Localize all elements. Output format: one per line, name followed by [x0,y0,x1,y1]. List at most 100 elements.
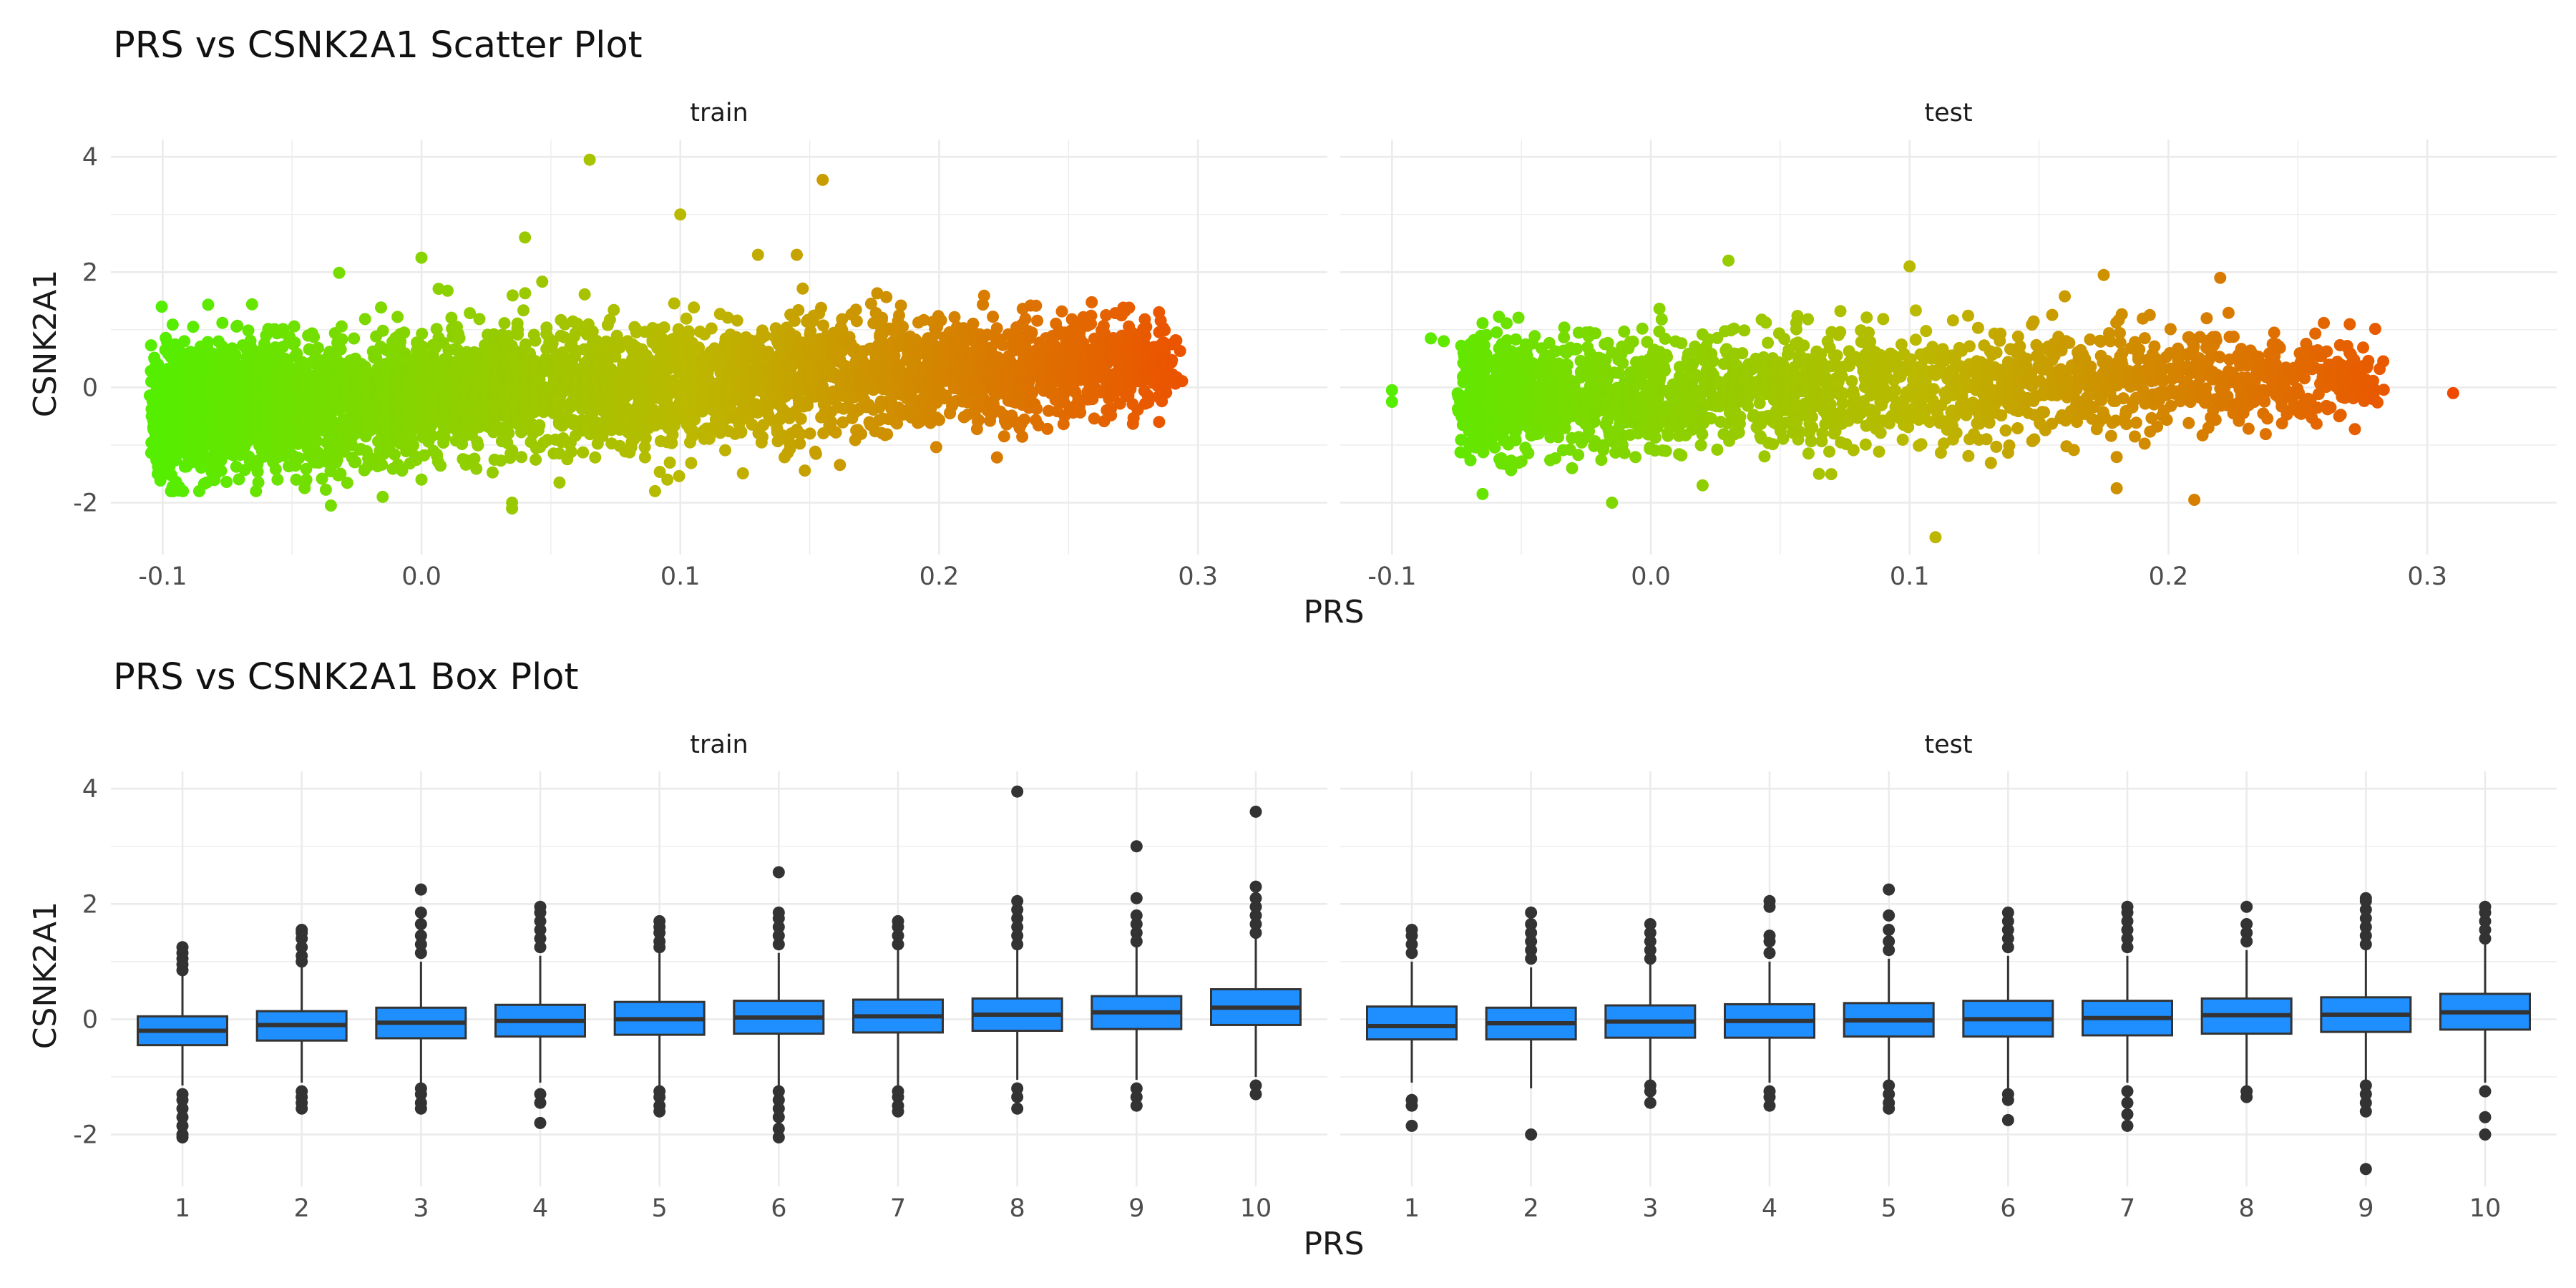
scatter-point [1019,313,1032,326]
scatter-point [788,314,801,327]
scatter-point [533,419,546,431]
scatter-point [470,462,483,475]
scatter-train-x-tick-label: 0.2 [919,562,960,591]
scatter-point [415,473,428,486]
scatter-point [187,321,200,333]
scatter-point [1074,406,1087,419]
scatter-point [894,299,907,312]
scatter-point [441,284,454,297]
scatter-point [1176,375,1189,388]
scatter-point [792,304,805,316]
scatter-point [529,334,542,347]
box-facet-strip-train: train [690,731,748,759]
scatter-point [1123,301,1136,314]
scatter-point [229,349,242,361]
scatter-point [990,322,1003,335]
scatter-point [736,467,749,479]
scatter-point [540,321,553,334]
scatter-point [680,312,693,325]
scatter-point [809,447,822,460]
scatter-point [336,333,348,346]
scatter-point [996,338,1009,351]
scatter-point [977,289,990,302]
scatter-point [1491,326,1503,338]
scatter-point [565,446,577,458]
scatter-point [648,484,661,497]
scatter-panel-test: -0.1 0.0 0.1 0.2 0.3 [1340,140,2557,591]
scatter-point [376,324,389,337]
scatter-point [348,332,361,345]
scatter-point [850,315,863,328]
scatter-point [288,336,301,349]
scatter-point [145,339,157,352]
scatter-point [473,313,486,326]
scatter-train-y-tick-label: 2 [82,258,98,287]
scatter-point [498,317,511,330]
scatter-point [935,314,947,327]
scatter-train-y-tick-label: 4 [82,143,98,172]
scatter-point [1166,338,1179,351]
scatter-point [391,311,404,323]
scatter-point [1476,317,1489,330]
scatter-point [177,484,190,497]
scatter-point [415,251,428,264]
scatter-point [308,331,321,343]
scatter-point [502,426,515,439]
scatter-point [794,412,807,425]
scatter-point [796,282,809,295]
scatter-point [578,288,591,301]
scatter-point [930,441,942,454]
scatter-point [245,298,258,311]
scatter-train-x-tick-label: 0.3 [1178,562,1218,591]
scatter-point [1160,386,1173,399]
scatter-point [166,318,179,331]
scatter-point [799,464,811,477]
scatter-point [155,301,168,313]
scatter-point [756,431,769,444]
scatter-point [1140,321,1153,333]
scatter-point [1501,317,1513,330]
scatter-test-x-tick-label: 0.1 [1890,562,1930,591]
scatter-point [358,313,371,326]
scatter-point [1055,305,1068,318]
scatter-point [288,320,301,333]
scatter-point [1512,311,1525,324]
scatter-point [468,452,481,465]
scatter-point [1030,299,1043,312]
scatter-point [201,336,214,348]
scatter-point [817,319,829,332]
scatter-point [515,451,528,464]
scatter-point [705,322,718,335]
scatter-point [202,298,215,311]
scatter-point [972,414,985,426]
scatter-point [829,426,842,439]
box-y-axis-label: CSNK2A1 [27,902,64,1050]
scatter-point [472,439,484,452]
scatter-point [407,439,420,452]
scatter-test-x-tick-label: 0.2 [2149,562,2189,591]
scatter-point [178,335,191,348]
scatter-train-y-tick-label: 0 [82,374,98,402]
scatter-point [1016,430,1029,443]
scatter-point [1105,409,1118,421]
scatter-point [553,476,566,489]
scatter-point [608,303,620,316]
scatter-point [997,430,1010,443]
scatter-point [688,301,701,314]
scatter-point [1153,416,1166,429]
scatter-point [530,453,542,466]
scatter-point [638,451,651,464]
scatter-point [1041,422,1054,435]
scatter-y-axis-label: CSNK2A1 [27,270,64,418]
scatter-point [242,324,255,337]
scatter-point [519,231,532,244]
scatter-point [154,474,167,487]
scatter-point [881,428,894,441]
scatter-facet-strip-test: test [1924,99,1972,127]
scatter-point [251,465,264,478]
scatter-point [663,457,676,469]
scatter-point [658,321,670,334]
scatter-point [1166,353,1179,366]
